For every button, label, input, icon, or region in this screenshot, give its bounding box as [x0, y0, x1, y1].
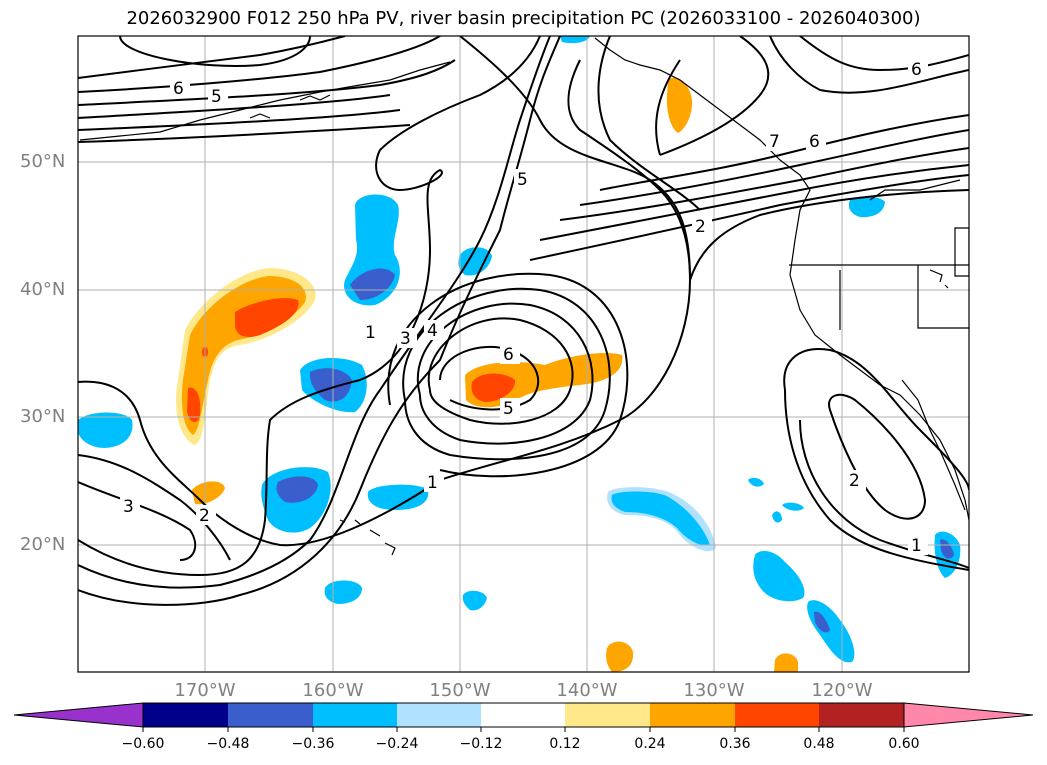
lon-label-120w: 120°W: [811, 680, 873, 701]
contour-label: 5: [503, 399, 514, 419]
precip-positive-blobs: [175, 77, 798, 672]
colorbar-swatch: [735, 703, 819, 727]
colorbar-swatch: [565, 703, 650, 727]
contour-label: 1: [911, 536, 922, 556]
map-plot-area: 6 5 6 7 6 2 5 1 3 4 6 5 1 3 2 2 1: [78, 36, 969, 672]
contour-label: 1: [365, 323, 376, 343]
colorbar-tick-label: 0.24: [634, 736, 666, 752]
contour-label: 6: [809, 132, 820, 152]
colorbar-swatch: [228, 703, 313, 727]
colorbar-tick-label: −0.36: [291, 736, 335, 752]
lat-label-30n: 30°N: [20, 406, 66, 427]
coastlines: [79, 37, 969, 556]
contour-label: 6: [911, 60, 922, 80]
lat-label-50n: 50°N: [20, 151, 66, 172]
contour-label: 5: [517, 170, 528, 190]
colorbar-tick-label: −0.60: [121, 736, 165, 752]
lon-label-170w: 170°W: [174, 680, 236, 701]
colorbar-swatch: [397, 703, 481, 727]
contour-label: 3: [400, 329, 411, 349]
colorbar-tick-label: 0.60: [888, 736, 920, 752]
colorbar-tick-label: 0.48: [803, 736, 835, 752]
colorbar-tick-label: 0.12: [549, 736, 581, 752]
lon-label-130w: 130°W: [683, 680, 745, 701]
colorbar: [13, 702, 1034, 732]
lon-label-140w: 140°W: [556, 680, 618, 701]
colorbar-extend-low: [13, 702, 144, 728]
contour-label: 7: [769, 132, 780, 152]
colorbar-swatch: [819, 703, 904, 727]
lat-label-20n: 20°N: [20, 534, 66, 555]
pv-contour-labels: 6 5 6 7 6 2 5 1 3 4 6 5 1 3 2 2 1: [120, 59, 928, 556]
colorbar-tick-label: −0.12: [459, 736, 503, 752]
contour-label: 6: [173, 79, 184, 99]
colorbar-tick-label: −0.48: [206, 736, 250, 752]
colorbar-tick-label: −0.24: [375, 736, 419, 752]
lon-label-160w: 160°W: [302, 680, 364, 701]
lat-label-40n: 40°N: [20, 279, 66, 300]
colorbar-swatch: [143, 703, 228, 727]
map-frame: [77, 35, 970, 673]
contour-label: 2: [199, 506, 210, 526]
contour-label: 2: [849, 471, 860, 491]
colorbar-tick-label: 0.36: [719, 736, 751, 752]
colorbar-swatch: [313, 703, 397, 727]
contour-label: 2: [695, 217, 706, 237]
contour-label: 4: [427, 321, 438, 341]
lon-label-150w: 150°W: [429, 680, 491, 701]
colorbar-swatch: [481, 703, 565, 727]
contour-label: 3: [123, 497, 134, 517]
contour-label: 6: [503, 345, 514, 365]
contour-label: 1: [427, 473, 438, 493]
precip-negative-blobs: [78, 36, 961, 663]
colorbar-swatch: [650, 703, 735, 727]
map-title: 2026032900 F012 250 hPa PV, river basin …: [126, 8, 921, 29]
contour-label: 5: [211, 87, 222, 107]
colorbar-extend-high: [903, 702, 1034, 728]
pv-contours: [78, 36, 969, 606]
